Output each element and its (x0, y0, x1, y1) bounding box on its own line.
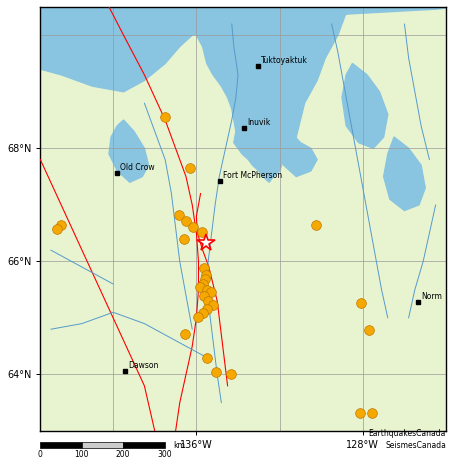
Polygon shape (384, 137, 425, 211)
Text: Tuktoyaktuk: Tuktoyaktuk (261, 57, 308, 65)
Text: Norm: Norm (421, 292, 442, 301)
Polygon shape (280, 131, 317, 176)
Text: 0: 0 (38, 450, 43, 457)
Text: Old Crow: Old Crow (120, 163, 154, 172)
Text: EarthquakesCanada
SeismesCanada: EarthquakesCanada SeismesCanada (369, 429, 446, 450)
Text: Fort McPherson: Fort McPherson (223, 171, 282, 180)
Polygon shape (186, 7, 352, 182)
Text: Dawson: Dawson (128, 361, 159, 370)
Text: km: km (173, 441, 185, 450)
Text: 100: 100 (74, 450, 89, 457)
Polygon shape (342, 64, 388, 149)
Polygon shape (109, 120, 149, 182)
Polygon shape (40, 7, 446, 92)
Text: 200: 200 (116, 450, 130, 457)
Text: Inuvik: Inuvik (247, 118, 270, 127)
Text: 300: 300 (157, 450, 172, 457)
